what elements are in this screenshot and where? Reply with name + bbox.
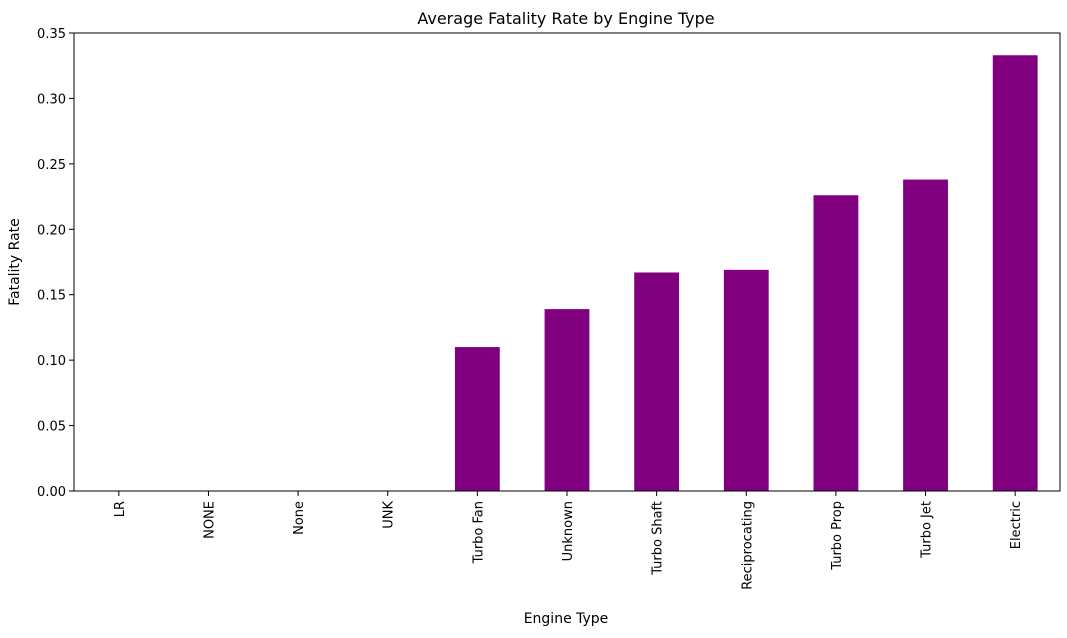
y-axis-label: Fatality Rate: [7, 218, 23, 306]
plot-frame: [73, 32, 1061, 492]
y-tick-label: 0.05: [37, 420, 66, 435]
bar-reciprocating: [723, 269, 769, 491]
x-axis: LR NONE None UNK Turbo Fan Unknown Turbo Shaft…: [113, 491, 1024, 590]
bar-turbo-jet: [903, 179, 948, 491]
y-tick-label: 0.20: [37, 223, 66, 238]
x-tick-label: Reciprocating: [740, 501, 755, 590]
y-axis: 0.00 0.05 0.10 0.15 0.20 0.25 0.30 0.35: [37, 27, 74, 500]
x-tick-label: None: [292, 501, 307, 535]
x-tick-label: Turbo Jet: [920, 501, 935, 559]
x-tick-label: Turbo Prop: [830, 501, 845, 571]
x-tick-label: UNK: [382, 501, 397, 529]
bar-unknown: [544, 309, 590, 491]
bar-turbo-shaft: [634, 272, 680, 491]
bar-series: [454, 55, 1038, 491]
x-tick-label: Turbo Shaft: [651, 501, 666, 576]
y-tick-label: 0.35: [37, 27, 66, 42]
x-tick-label: Turbo Fan: [471, 501, 486, 564]
chart-title: Average Fatality Rate by Engine Type: [417, 9, 714, 28]
y-tick-label: 0.30: [37, 92, 66, 107]
x-tick-label: LR: [113, 501, 128, 517]
x-tick-label: Unknown: [561, 501, 576, 561]
bar-turbo-prop: [813, 195, 859, 491]
x-tick-label: Electric: [1009, 501, 1024, 549]
y-tick-label: 0.10: [37, 354, 66, 369]
y-tick-label: 0.15: [37, 289, 66, 304]
y-tick-label: 0.25: [37, 158, 66, 173]
x-axis-label: Engine Type: [524, 611, 609, 627]
x-tick-label: NONE: [202, 501, 217, 539]
bar-electric: [992, 55, 1038, 491]
y-tick-label: 0.00: [37, 485, 66, 500]
bar-turbo-fan: [454, 347, 500, 491]
